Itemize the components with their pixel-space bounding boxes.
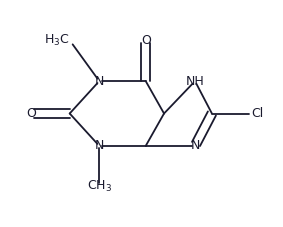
Text: O: O <box>27 107 37 120</box>
Text: O: O <box>141 34 151 47</box>
Text: Cl: Cl <box>251 107 263 120</box>
Text: NH: NH <box>186 75 204 88</box>
Text: $\mathregular{CH_3}$: $\mathregular{CH_3}$ <box>87 179 112 194</box>
Text: $\mathregular{H_3C}$: $\mathregular{H_3C}$ <box>44 33 70 48</box>
Text: N: N <box>95 139 104 152</box>
Text: N: N <box>190 139 200 152</box>
Text: N: N <box>95 75 104 88</box>
